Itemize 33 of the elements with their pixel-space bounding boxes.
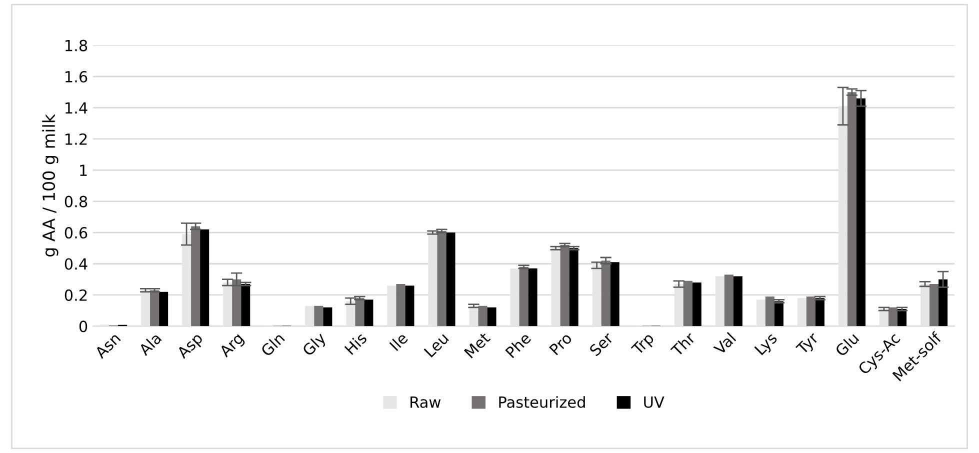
- x-tick-label: Pro: [549, 332, 573, 356]
- x-tick-label: Arg: [218, 332, 246, 360]
- x-tick-label: Ala: [138, 332, 162, 356]
- y-tick-label: 1.6: [66, 70, 88, 83]
- x-tick-label: Asn: [94, 332, 121, 360]
- x-tick-label: Met: [464, 332, 491, 359]
- y-tick-label: 1.4: [66, 102, 88, 114]
- x-tick-label: Thr: [670, 331, 696, 358]
- x-tick-label: Gln: [260, 332, 286, 357]
- x-tick-label: Lys: [754, 332, 780, 358]
- y-axis-title: g AA / 100 g milk: [42, 114, 58, 257]
- y-tick-label: 1.2: [66, 133, 87, 145]
- y-tick-label: 0.2: [64, 289, 87, 301]
- x-tick-label: Asp: [176, 332, 206, 362]
- x-tick-label: Glu: [834, 332, 860, 357]
- x-tick-label: Ser: [588, 331, 614, 357]
- y-tick-label: 1.8: [66, 40, 88, 52]
- legend-label: UV: [644, 396, 664, 408]
- y-tick-label: 0.8: [64, 196, 88, 208]
- y-tick-label: 0.4: [64, 258, 88, 270]
- x-tick-label: Gly: [301, 331, 329, 359]
- x-tick-label: Ile: [388, 332, 408, 352]
- x-tick-label: His: [344, 332, 368, 356]
- x-tick-label: Trp: [630, 332, 657, 358]
- x-tick-label: Leu: [424, 332, 450, 358]
- y-tick-label: 0: [79, 320, 88, 332]
- x-tick-label: Phe: [504, 332, 532, 358]
- y-tick-label: 0.6: [64, 227, 88, 239]
- legend-label: Raw: [410, 396, 441, 408]
- x-tick-label: Tyr: [795, 331, 822, 358]
- y-tick-label: 1: [80, 164, 87, 176]
- legend-label: Pasteurized: [499, 396, 585, 408]
- x-tick-label: Val: [712, 332, 736, 356]
